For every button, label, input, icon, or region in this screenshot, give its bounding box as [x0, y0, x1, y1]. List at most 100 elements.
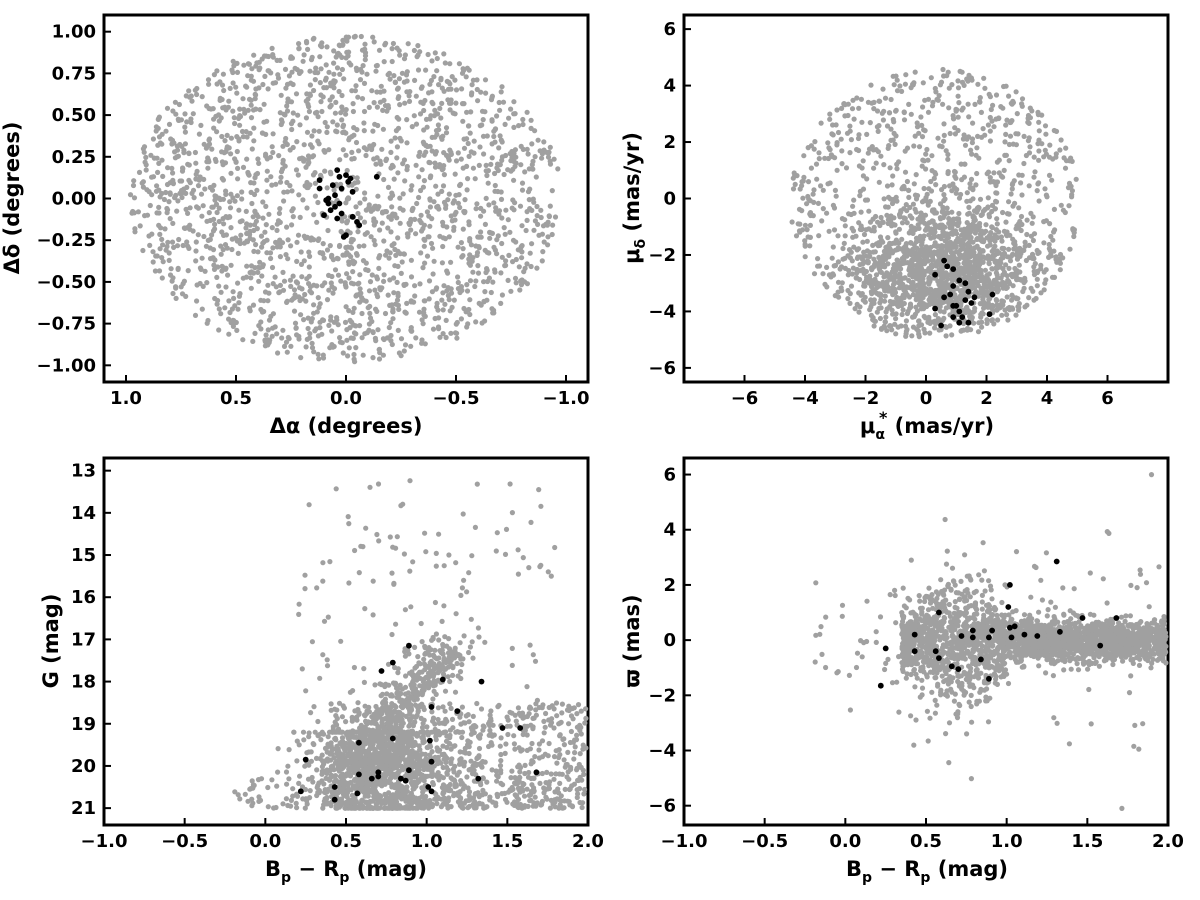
field-star-point: [305, 315, 311, 321]
field-star-point: [274, 221, 280, 227]
field-star-point: [897, 83, 903, 89]
field-star-point: [904, 178, 911, 185]
field-star-point: [918, 242, 925, 248]
field-star-point: [377, 158, 383, 164]
field-star-point: [402, 178, 408, 184]
field-star-point: [464, 109, 470, 115]
field-star-point: [893, 230, 899, 236]
field-star-point: [418, 187, 424, 194]
field-star-point: [467, 236, 473, 242]
field-star-point: [467, 278, 474, 284]
field-star-point: [360, 297, 366, 303]
field-star-point: [143, 154, 149, 160]
field-star-point: [505, 167, 511, 173]
field-star-point: [334, 122, 340, 128]
field-star-point: [290, 214, 296, 220]
field-star-point: [226, 145, 232, 151]
field-star-point: [288, 99, 295, 105]
field-star-point: [212, 156, 218, 162]
field-star-point: [335, 322, 341, 328]
field-star-point: [1036, 137, 1042, 143]
field-star-point: [518, 162, 524, 168]
field-star-point: [176, 101, 182, 108]
field-star-point: [269, 225, 275, 231]
field-star-point: [199, 255, 205, 261]
field-star-point: [926, 297, 932, 303]
field-star-point: [489, 117, 495, 123]
field-star-point: [363, 267, 369, 273]
field-star-point: [175, 116, 181, 122]
field-star-point: [362, 196, 368, 202]
field-star-point: [417, 111, 424, 117]
field-star-point: [876, 98, 882, 104]
field-star-point: [484, 172, 490, 179]
field-star-point: [939, 187, 945, 193]
field-star-point: [182, 124, 188, 130]
field-star-point: [340, 147, 346, 153]
field-star-point: [325, 227, 331, 234]
field-star-point: [378, 83, 384, 89]
field-star-point: [877, 255, 883, 261]
field-star-point: [935, 243, 941, 249]
field-star-point: [901, 249, 907, 255]
field-star-point: [1014, 111, 1020, 117]
field-star-point: [358, 33, 364, 40]
field-star-point: [373, 68, 379, 74]
field-star-point: [415, 43, 421, 49]
field-star-point: [270, 311, 276, 317]
field-star-point: [830, 132, 836, 138]
field-star-point: [1031, 297, 1037, 303]
field-star-point: [796, 206, 803, 212]
field-star-point: [455, 150, 461, 156]
field-star-point: [1051, 248, 1057, 254]
field-star-point: [157, 231, 163, 237]
field-star-point: [367, 303, 373, 309]
field-star-point: [211, 262, 217, 268]
field-star-point: [983, 275, 989, 281]
field-star-point: [973, 182, 979, 188]
field-star-point: [944, 284, 950, 290]
field-star-point: [277, 254, 283, 260]
field-star-point: [216, 118, 222, 124]
field-star-point: [389, 58, 395, 65]
field-star-point: [301, 52, 307, 58]
field-star-point: [893, 107, 899, 113]
field-star-point: [439, 297, 445, 303]
field-star-point: [929, 153, 935, 159]
field-star-point: [892, 247, 899, 253]
field-star-point: [284, 298, 290, 304]
field-star-point: [228, 225, 234, 231]
field-star-point: [294, 758, 300, 764]
field-star-point: [964, 198, 970, 204]
field-star-point: [464, 282, 470, 288]
field-star-point: [327, 104, 333, 110]
field-star-point: [889, 223, 895, 229]
field-star-point: [307, 68, 313, 74]
field-star-point: [876, 179, 882, 185]
field-star-point: [887, 165, 893, 171]
field-star-point: [1001, 167, 1007, 173]
field-star-point: [816, 263, 823, 269]
field-star-point: [295, 112, 301, 118]
field-star-point: [993, 270, 1000, 276]
y-tick-label: −4: [648, 301, 676, 322]
field-star-point: [467, 297, 473, 303]
field-star-point: [253, 218, 259, 224]
panel-cmd: −1.0 −0.5 0.0 0.5 1.0 1.5 2.0 1314151617181920…: [39, 456, 604, 886]
field-star-point: [1009, 186, 1015, 192]
field-star-point: [278, 117, 285, 123]
field-star-point: [408, 274, 415, 280]
field-star-point: [1029, 220, 1035, 226]
field-star-point: [317, 54, 323, 60]
field-star-point: [876, 305, 882, 312]
field-star-point: [297, 214, 303, 220]
field-star-point: [845, 296, 851, 302]
field-star-point: [260, 81, 266, 88]
field-star-point: [339, 92, 345, 99]
field-star-point: [893, 73, 899, 79]
field-star-point: [227, 205, 234, 211]
field-star-point: [890, 311, 896, 317]
field-star-point: [417, 281, 423, 287]
field-star-point: [854, 146, 860, 153]
field-star-point: [451, 297, 457, 303]
